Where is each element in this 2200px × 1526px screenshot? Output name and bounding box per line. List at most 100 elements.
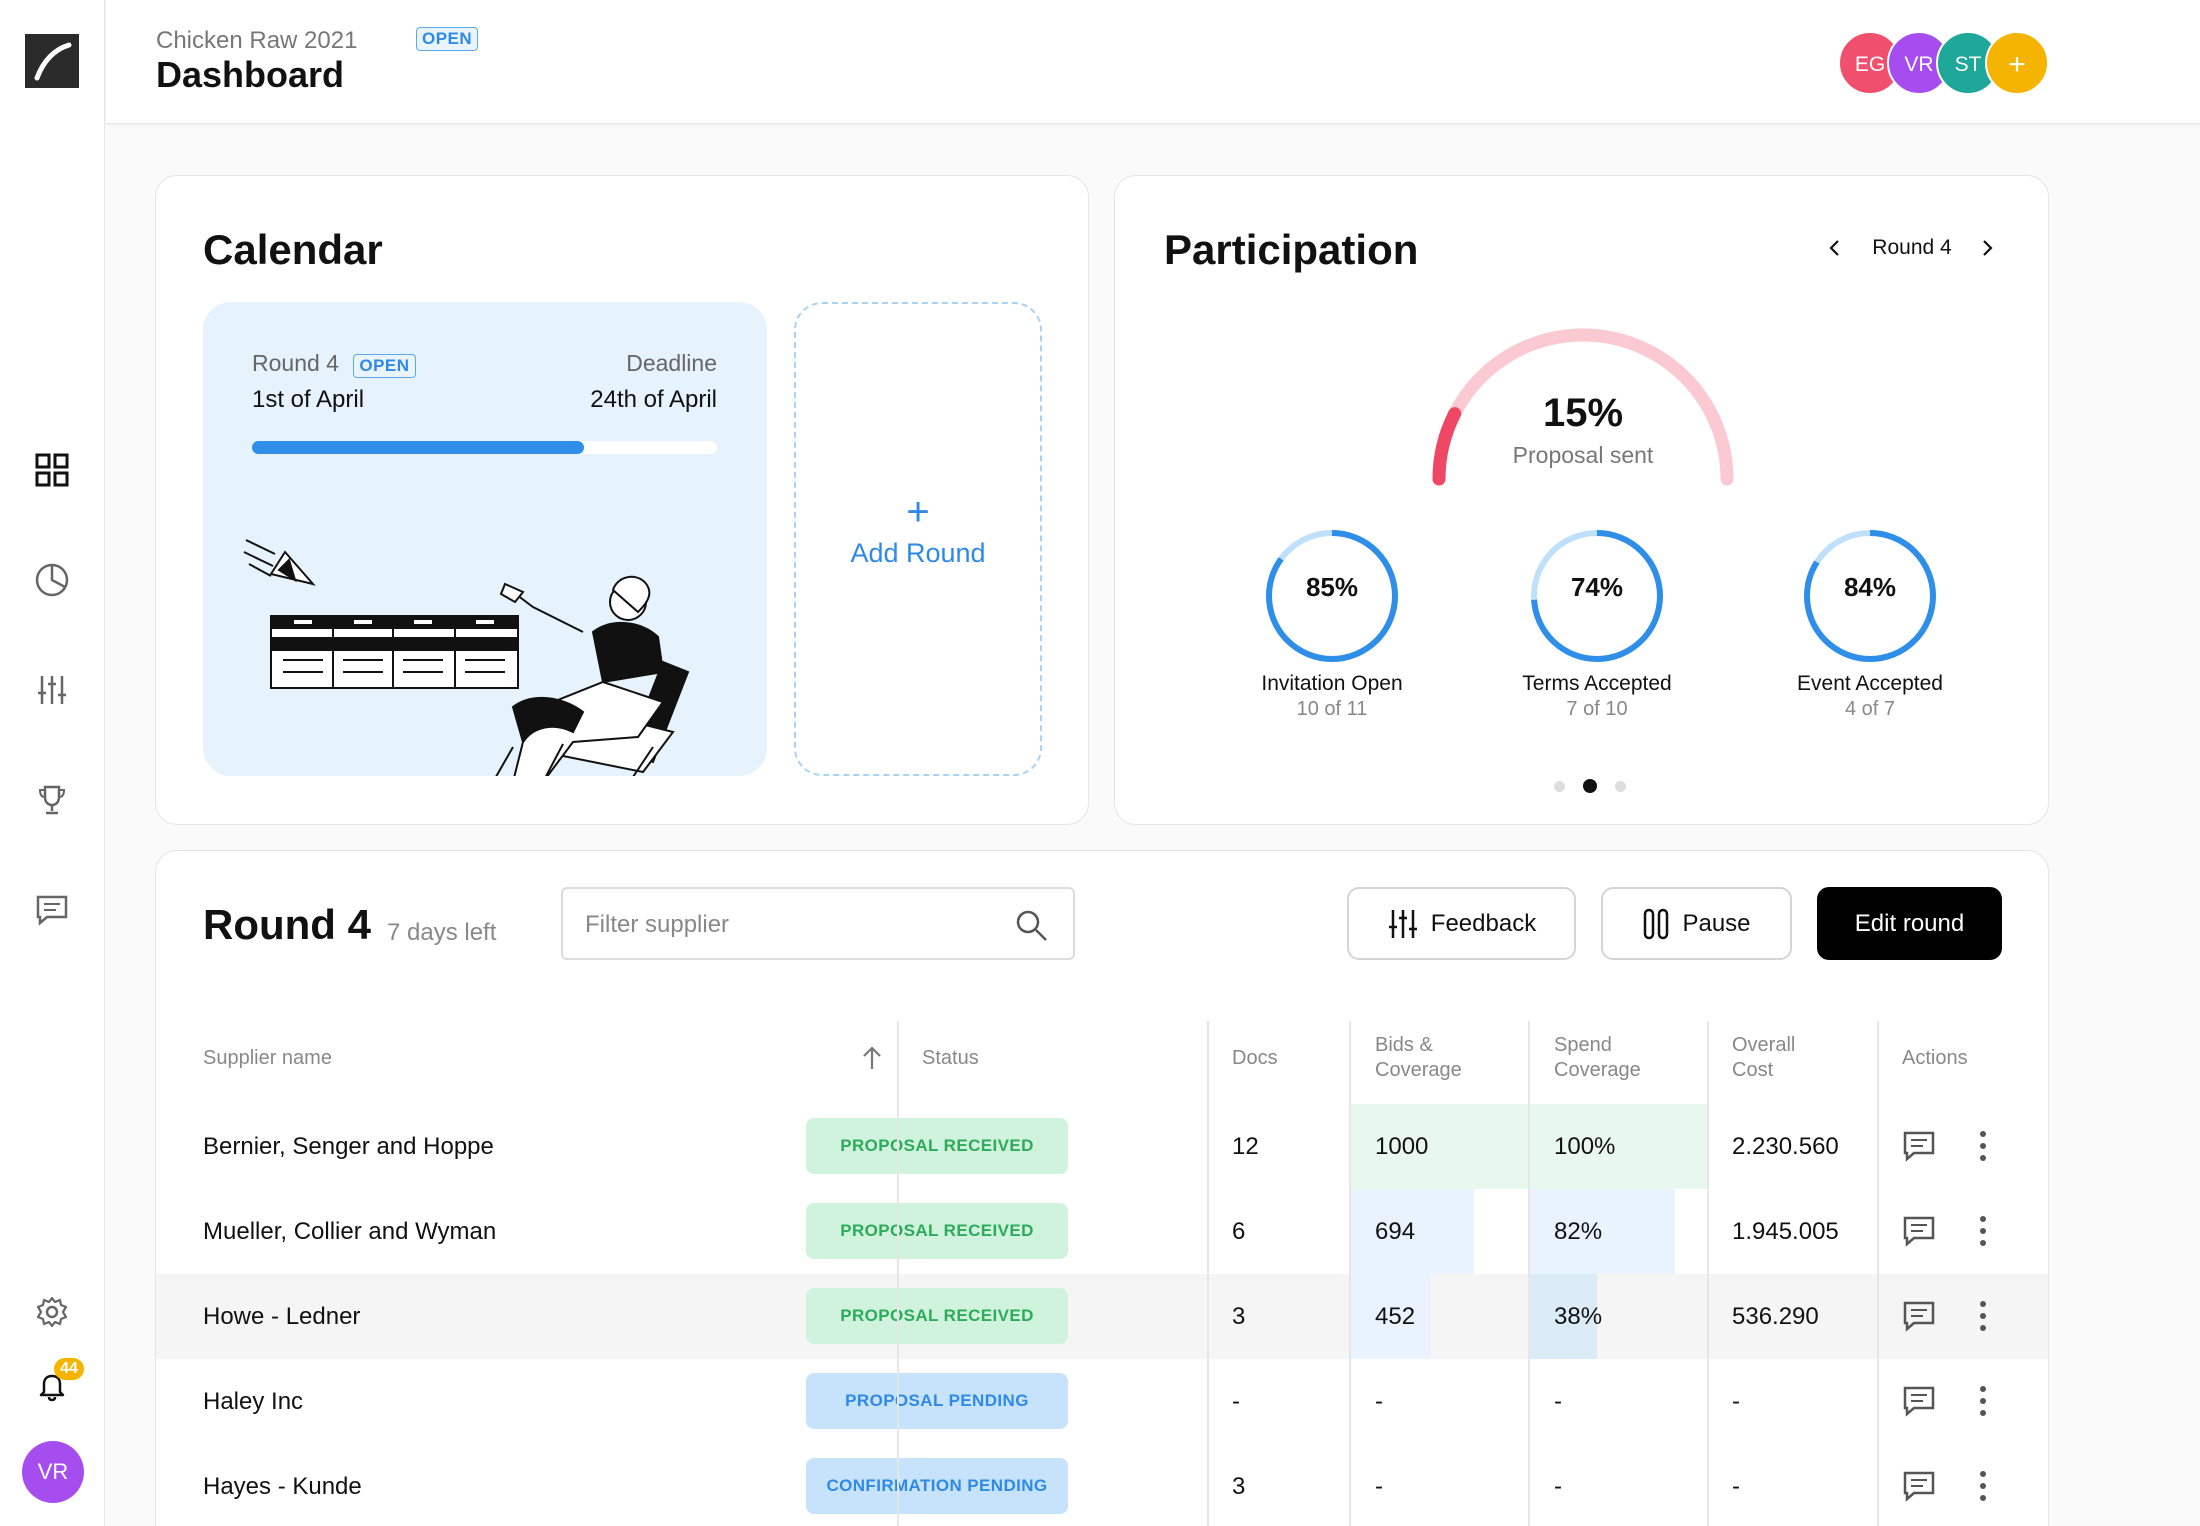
dial-invitation-open: 85% Invitation Open 10 of 11 xyxy=(1222,526,1442,721)
spend-coverage: - xyxy=(1554,1472,1562,1500)
avatar-eg[interactable]: EG xyxy=(1838,31,1902,95)
overall-cost: 2.230.560 xyxy=(1732,1132,1839,1160)
supplier-name: Bernier, Senger and Hoppe xyxy=(203,1132,494,1160)
feedback-label: Feedback xyxy=(1430,909,1537,937)
column-header-spend[interactable]: Spend Coverage xyxy=(1554,1033,1641,1083)
carousel-dot[interactable] xyxy=(1554,781,1565,792)
nav-messages[interactable] xyxy=(32,890,72,930)
more-options-icon[interactable] xyxy=(1977,1129,1989,1163)
project-name: Chicken Raw 2021 OPEN xyxy=(156,27,479,55)
more-options-icon[interactable] xyxy=(1977,1214,1989,1248)
table-row[interactable]: Bernier, Senger and Hoppe PROPOSAL RECEIV… xyxy=(156,1104,2048,1189)
status-badge: CONFIRMATION PENDING xyxy=(806,1458,1068,1514)
round-progress-bar xyxy=(252,441,717,454)
add-round-label: Add Round xyxy=(850,538,986,568)
page-title: Dashboard xyxy=(156,54,345,95)
nav-dashboard[interactable] xyxy=(32,450,72,490)
column-divider xyxy=(1349,1021,1351,1526)
spend-coverage: 38% xyxy=(1554,1302,1603,1330)
notifications-button[interactable] xyxy=(32,1366,72,1406)
column-divider xyxy=(1528,1021,1530,1526)
column-header-supplier[interactable]: Supplier name xyxy=(203,1047,332,1069)
settings-button[interactable] xyxy=(32,1292,72,1332)
more-options-icon[interactable] xyxy=(1977,1469,1989,1503)
bids-coverage-bar xyxy=(1350,1189,1474,1274)
deadline-date: 24th of April xyxy=(590,386,717,413)
column-header-spend-line2: Coverage xyxy=(1554,1059,1641,1081)
column-header-actions: Actions xyxy=(1902,1047,1968,1069)
chevron-right-icon[interactable] xyxy=(1977,238,1997,258)
status-badge: PROPOSAL PENDING xyxy=(806,1373,1068,1429)
spend-coverage-bar xyxy=(1529,1274,1597,1359)
supplier-name: Howe - Ledner xyxy=(203,1302,361,1330)
nav-awards[interactable] xyxy=(32,780,72,820)
comment-icon[interactable] xyxy=(1902,1214,1936,1248)
search-icon[interactable] xyxy=(1015,909,1049,943)
table-row[interactable]: Mueller, Collier and Wyman PROPOSAL RECEI… xyxy=(156,1189,2048,1274)
pause-icon xyxy=(1644,908,1669,939)
column-header-docs[interactable]: Docs xyxy=(1232,1047,1278,1069)
column-divider xyxy=(897,1021,899,1526)
user-avatar[interactable]: VR xyxy=(22,1441,84,1503)
logo-swoosh-icon xyxy=(34,42,72,81)
pause-label: Pause xyxy=(1682,909,1751,937)
days-left: 7 days left xyxy=(387,919,497,946)
docs-count: 12 xyxy=(1232,1132,1259,1160)
search-input[interactable] xyxy=(585,907,1005,943)
column-header-cost[interactable]: Overall Cost xyxy=(1732,1033,1795,1083)
column-header-bids-line1: Bids & xyxy=(1375,1034,1433,1056)
spend-coverage-bar xyxy=(1529,1104,1707,1189)
relaxing-person-illustration xyxy=(243,539,690,776)
pause-button[interactable]: Pause xyxy=(1601,887,1792,960)
dial-terms-accepted: 74% Terms Accepted 7 of 10 xyxy=(1487,526,1707,721)
column-divider xyxy=(1207,1021,1209,1526)
chevron-left-icon[interactable] xyxy=(1825,238,1845,258)
more-options-icon[interactable] xyxy=(1977,1384,1989,1418)
sort-ascending-icon[interactable] xyxy=(861,1045,883,1071)
dashboard-grid-icon xyxy=(35,453,69,487)
overall-cost: - xyxy=(1732,1472,1740,1500)
comment-icon[interactable] xyxy=(1902,1299,1936,1333)
edit-round-button[interactable]: Edit round xyxy=(1817,887,2002,960)
project-name-text: Chicken Raw 2021 xyxy=(156,27,358,54)
table-row[interactable]: Howe - Ledner PROPOSAL RECEIVED 3 452 38% 536… xyxy=(156,1274,2048,1359)
overall-cost: 1.945.005 xyxy=(1732,1217,1839,1245)
table-row[interactable]: Hayes - Kunde CONFIRMATION PENDING 3 - - - xyxy=(156,1444,2048,1526)
bids-coverage-bar xyxy=(1350,1104,1528,1189)
bell-icon xyxy=(39,1374,65,1402)
add-member-button[interactable]: + xyxy=(1985,31,2049,95)
gear-icon xyxy=(36,1296,68,1328)
column-header-bids[interactable]: Bids & Coverage xyxy=(1375,1033,1462,1083)
carousel-dot-active[interactable] xyxy=(1583,779,1597,793)
column-header-status[interactable]: Status xyxy=(922,1047,979,1069)
comment-icon[interactable] xyxy=(1902,1129,1936,1163)
nav-settings-sliders[interactable] xyxy=(32,670,72,710)
pie-chart-icon xyxy=(35,563,69,597)
supplier-search xyxy=(561,887,1075,960)
docs-count: - xyxy=(1232,1387,1240,1415)
dial-value: 85% xyxy=(1305,572,1359,602)
comment-icon[interactable] xyxy=(1902,1384,1936,1418)
gauge-value: 15% xyxy=(1542,391,1624,435)
round-label: Round 4 OPEN xyxy=(252,350,416,378)
app-logo[interactable] xyxy=(25,34,79,88)
comment-icon[interactable] xyxy=(1902,1469,1936,1503)
carousel-dot[interactable] xyxy=(1615,781,1626,792)
current-round-card[interactable]: Round 4 OPEN 1st of April Deadline 24th … xyxy=(203,302,767,776)
more-options-icon[interactable] xyxy=(1977,1299,1989,1333)
deadline-label: Deadline xyxy=(626,350,717,376)
add-round-button[interactable]: + Add Round xyxy=(794,302,1042,776)
column-header-spend-line1: Spend xyxy=(1554,1034,1612,1056)
dial-label: Invitation Open xyxy=(1261,672,1403,695)
feedback-button[interactable]: Feedback xyxy=(1347,887,1576,960)
dial-label: Event Accepted xyxy=(1797,672,1943,695)
column-header-cost-line1: Overall xyxy=(1732,1034,1796,1056)
nav-analytics[interactable] xyxy=(32,560,72,600)
round-title: Round 4 xyxy=(203,901,371,948)
supplier-name: Haley Inc xyxy=(203,1387,304,1415)
dial-sub: 10 of 11 xyxy=(1296,698,1368,720)
add-round-plus-icon: + xyxy=(906,490,930,534)
docs-count: 3 xyxy=(1232,1472,1246,1500)
round-selector-label: Round 4 xyxy=(1872,236,1952,259)
table-row[interactable]: Haley Inc PROPOSAL PENDING - - - - xyxy=(156,1359,2048,1444)
